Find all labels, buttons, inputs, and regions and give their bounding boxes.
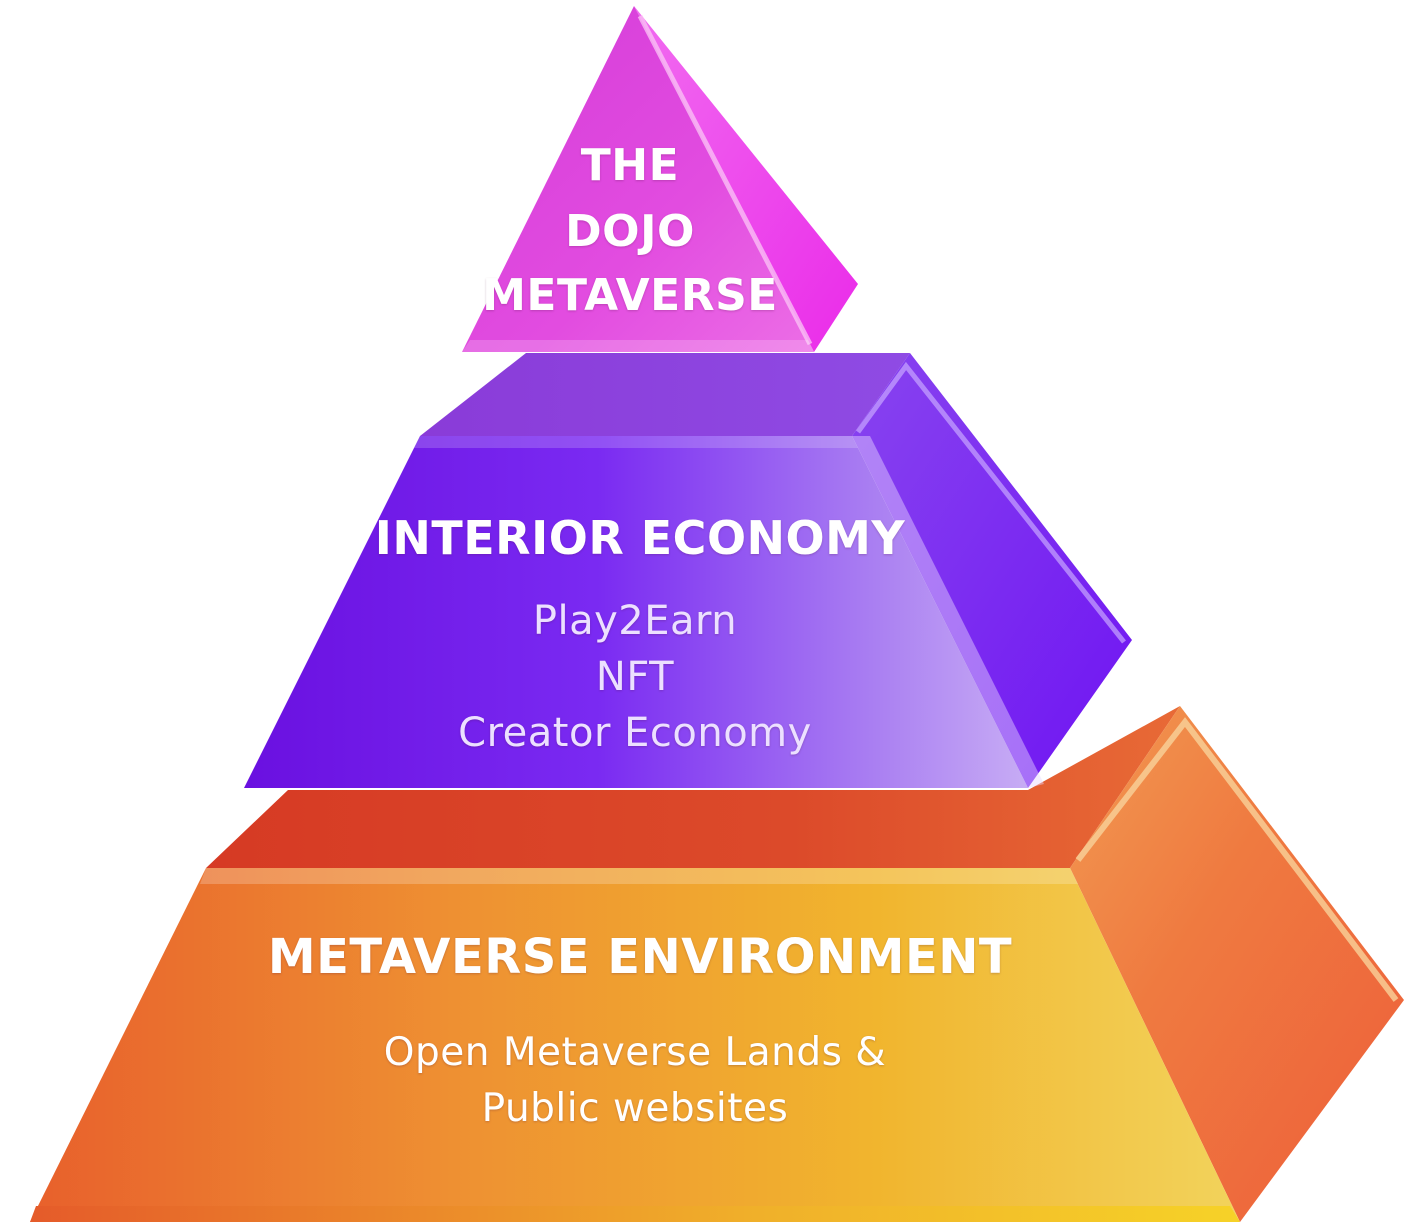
tier-middle-front-glint (414, 436, 858, 448)
tier-bottom-front-face (30, 868, 1240, 1222)
tier-middle-side-highlight (855, 361, 1126, 644)
tier-bottom-top-face (206, 706, 1180, 868)
tier-top-title-line-1: THE (580, 140, 680, 191)
tier-bottom-side-face (1070, 706, 1404, 1222)
tier-bottom-front-glint (200, 868, 1078, 884)
tier-bottom (30, 706, 1404, 1222)
tier-top-edge-highlight (637, 14, 813, 346)
tier-middle-front-edge-gloss (852, 436, 1044, 788)
tier-top (462, 6, 858, 352)
tier-top-base-glint (462, 340, 814, 352)
tier-bottom-title: METAVERSE ENVIRONMENT (267, 929, 1013, 985)
tier-middle-side-face (852, 353, 1132, 788)
tier-bottom-side-highlight (1075, 717, 1399, 1002)
tier-bottom-bottom-edge (30, 1206, 1240, 1222)
tier-middle-front-face (244, 436, 1028, 788)
tier-top-side-face (634, 6, 858, 352)
tier-middle-top-face (420, 353, 910, 436)
tier-middle-item: NFT (595, 654, 675, 700)
tier-bottom-description-line-1: Open Metaverse Lands & (383, 1030, 887, 1075)
tier-middle-item: Play2Earn (532, 598, 738, 644)
tier-top-front-face (462, 6, 814, 352)
tier-top-title-line-3: METAVERSE (482, 270, 778, 321)
tier-top-title-line-2: DOJO (565, 206, 695, 257)
tier-bottom-description-line-2: Public websites (481, 1086, 789, 1131)
tier-middle-item: Creator Economy (458, 710, 812, 756)
tier-middle (244, 353, 1132, 788)
tier-middle-title: INTERIOR ECONOMY (374, 511, 906, 565)
